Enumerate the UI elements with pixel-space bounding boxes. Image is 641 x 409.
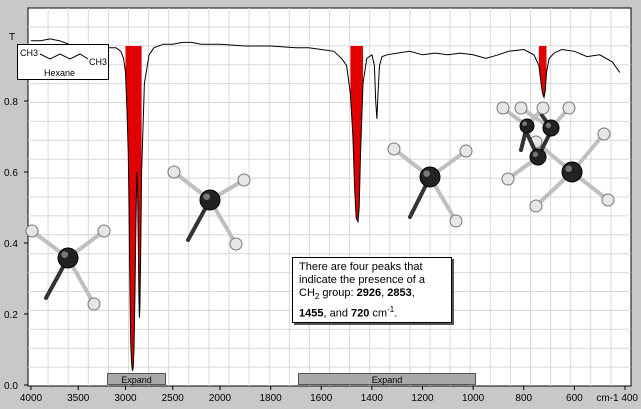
x-tick-label: 3000: [114, 393, 137, 404]
peak-highlight-1: [125, 46, 142, 371]
x-axis-ticks: 4000 3500 3000 2500 2000 1800 1600 1400 1200 1000…: [20, 386, 638, 404]
spectrum-line: [31, 38, 621, 371]
x-tick-label: 600: [566, 393, 583, 404]
legend-compound-name: Hexane: [44, 68, 76, 78]
y-tick-label: 0.4: [4, 239, 18, 250]
x-tick-label: 4000: [20, 393, 43, 404]
note-peak-2: 2853: [387, 287, 412, 299]
y-tick-label: 0.8: [4, 97, 18, 108]
peak-note-box: There are four peaks that indicate the p…: [292, 257, 452, 323]
methylene-model-7: [496, 101, 550, 152]
note-peak-1: 2926: [356, 287, 382, 299]
methylene-model-3: [387, 142, 473, 228]
x-tick-label: 2000: [209, 393, 232, 404]
x-tick-label: 2500: [162, 393, 185, 404]
hexane-skeleton-icon: [39, 53, 89, 60]
note-line3-sub: 2: [314, 292, 320, 302]
note-line3-suffix: group:: [319, 287, 357, 299]
methylene-model-1: [25, 224, 111, 311]
methylene-model-5: [501, 125, 554, 186]
x-tick-label: 1000: [462, 393, 485, 404]
legend-ch3-right: CH3: [89, 57, 108, 67]
x-tick-label: 3500: [67, 393, 90, 404]
note-unit-prefix: cm: [369, 307, 388, 320]
x-tick-label: 1400: [361, 393, 384, 404]
x-tick-label: cm-1 400: [596, 393, 638, 404]
legend-ch3-left: CH3: [20, 48, 39, 58]
x-tick-label: 1200: [411, 393, 434, 404]
note-sep-3: , and: [323, 307, 352, 320]
note-peak-4: 720: [351, 307, 370, 320]
note-peak-3: 1455: [299, 307, 324, 320]
expand-button-right[interactable]: Expand: [298, 373, 476, 385]
expand-button-left[interactable]: Expand: [107, 373, 166, 385]
x-tick-label: 1800: [260, 393, 283, 404]
note-line3-prefix: CH: [299, 287, 315, 299]
note-unit-sup: -1: [387, 305, 395, 315]
note-unit-end: .: [394, 307, 398, 320]
x-tick-label: 1600: [310, 393, 333, 404]
compound-legend: CH3 CH3 Hexane: [17, 44, 109, 80]
note-sep-2: ,: [411, 287, 415, 299]
y-tick-label: 0.0: [4, 381, 18, 392]
y-axis-top-label: T: [9, 32, 15, 43]
note-line2: indicate the presence of a: [299, 274, 425, 286]
y-tick-label: 0.6: [4, 168, 18, 179]
peak-highlight-3: [538, 46, 547, 98]
x-tick-label: 800: [515, 393, 532, 404]
y-axis-ticks: 0.0 0.2 0.4 0.6 0.8: [4, 97, 28, 392]
y-tick-label: 0.2: [4, 310, 18, 321]
note-sep-1: ,: [381, 287, 388, 299]
methylene-model-2: [167, 165, 251, 251]
note-line1: There are four peaks that: [299, 261, 423, 273]
methylene-models: [25, 101, 615, 311]
